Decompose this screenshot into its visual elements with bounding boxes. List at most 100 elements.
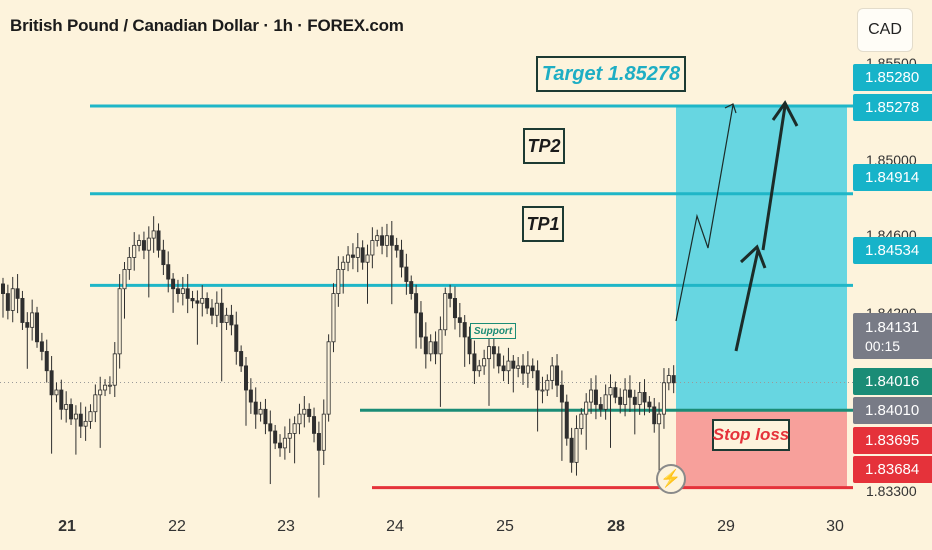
candle-body — [195, 300, 200, 304]
candle-body — [127, 257, 132, 270]
x-tick-label: 29 — [717, 518, 735, 535]
y-tick-label: 1.83300 — [866, 483, 917, 499]
candle-body — [273, 430, 278, 444]
x-tick-label: 30 — [826, 518, 844, 535]
lightning-icon[interactable]: ⚡ — [656, 464, 686, 494]
candle-body — [404, 266, 409, 282]
candle-body — [107, 384, 112, 387]
candle-body — [258, 408, 263, 415]
candle-body — [234, 324, 239, 352]
candle-body — [171, 278, 176, 290]
candle-body — [5, 293, 10, 311]
candle-body — [370, 240, 375, 256]
support-annotation: Support — [470, 323, 516, 339]
price-label-stop-low: 1.83684 — [853, 456, 932, 483]
candle-body — [355, 247, 360, 258]
candle-body — [346, 254, 351, 263]
candle-body — [423, 336, 428, 355]
candle-body — [579, 413, 584, 429]
candle-body — [657, 413, 662, 425]
price-label-stop: 1.83695 — [853, 427, 932, 454]
candle-body — [98, 389, 103, 396]
candle-body — [268, 423, 273, 432]
candle-body — [146, 237, 151, 251]
candle-body — [384, 235, 389, 246]
tp1-annotation: TP1 — [522, 206, 564, 242]
candle-body — [642, 392, 647, 403]
candle-body — [69, 404, 74, 420]
candle-body — [433, 341, 438, 355]
candle-body — [229, 314, 234, 326]
candle-body — [443, 293, 448, 331]
candle-body — [350, 254, 355, 258]
candle-body — [584, 401, 589, 415]
candle-body — [297, 413, 302, 425]
candle-body — [166, 264, 171, 280]
candle-body — [88, 411, 93, 422]
candle-body — [555, 365, 560, 386]
candle-body — [472, 353, 477, 372]
projection-arrowhead-1 — [739, 244, 767, 269]
candle-body — [652, 406, 657, 425]
candle-body — [380, 235, 385, 246]
price-label-entry: 1.84016 — [853, 368, 932, 395]
candle-body — [83, 420, 88, 427]
candle-body — [540, 389, 545, 392]
candle-body — [438, 329, 443, 355]
currency-button[interactable]: CAD — [857, 8, 913, 52]
candle-body — [525, 365, 530, 374]
candle-body — [180, 288, 185, 294]
candle-body — [93, 394, 98, 413]
candle-body — [44, 351, 49, 372]
candle-body — [278, 442, 283, 449]
x-tick-label: 21 — [58, 518, 76, 535]
x-tick-label: 23 — [277, 518, 295, 535]
candle-body — [15, 288, 20, 299]
candle-body — [647, 401, 652, 408]
candle-body — [530, 365, 535, 372]
candle-body — [302, 408, 307, 415]
candle-body — [598, 404, 603, 410]
candle-body — [545, 379, 550, 391]
candle-body — [608, 387, 613, 396]
candle-body — [501, 365, 506, 372]
candle-body — [224, 314, 229, 323]
candle-body — [486, 346, 491, 360]
candle-body — [243, 365, 248, 391]
candle-body — [73, 413, 78, 420]
x-tick-label: 28 — [607, 518, 625, 535]
price-label-target: 1.85278 — [853, 94, 932, 121]
candle-body — [375, 235, 380, 241]
candle-body — [156, 230, 161, 251]
candle-body — [666, 375, 671, 384]
candle-body — [78, 413, 83, 427]
candle-body — [467, 336, 472, 355]
candle-body — [516, 365, 521, 369]
candle-body — [39, 341, 44, 352]
candle-body — [137, 240, 142, 246]
candle-body — [30, 312, 35, 328]
candle-body — [20, 297, 25, 323]
candle-body — [59, 389, 64, 410]
candle-body — [462, 322, 467, 338]
candle-body — [418, 312, 423, 338]
candle-body — [559, 384, 564, 403]
candle-body — [326, 341, 331, 415]
candle-body — [103, 384, 108, 391]
target-annotation: Target 1.85278 — [536, 56, 686, 92]
candle-body — [457, 317, 462, 323]
candle-body — [49, 370, 54, 396]
candle-body — [637, 392, 642, 405]
candlestick-series — [0, 216, 676, 498]
candle-body — [35, 312, 40, 343]
candle-body — [521, 365, 526, 374]
candle-body — [0, 283, 6, 294]
candle-body — [307, 408, 312, 417]
candle-body — [175, 288, 180, 294]
candle-body — [54, 389, 59, 396]
price-label-current: 1.84131 00:15 — [853, 313, 932, 359]
candle-body — [200, 297, 205, 304]
price-label-target-high: 1.85280 — [853, 64, 932, 91]
x-tick-label: 25 — [496, 518, 514, 535]
